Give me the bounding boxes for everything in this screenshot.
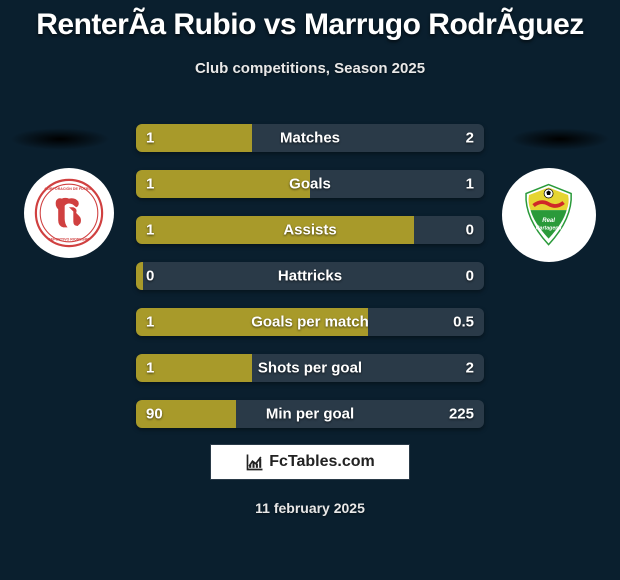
stat-label: Goals per match bbox=[136, 314, 484, 331]
stat-value-right: 1 bbox=[466, 176, 474, 193]
shadow-right bbox=[510, 128, 610, 150]
stat-value-left: 1 bbox=[146, 222, 154, 239]
stat-value-right: 0 bbox=[466, 222, 474, 239]
svg-text:CORPORACIÓN DE FÚTBOL: CORPORACIÓN DE FÚTBOL bbox=[45, 186, 95, 191]
stat-value-left: 90 bbox=[146, 406, 163, 423]
stat-value-right: 2 bbox=[466, 360, 474, 377]
stat-label: Hattricks bbox=[136, 268, 484, 285]
date-text: 11 february 2025 bbox=[0, 500, 620, 516]
brand-text: FcTables.com bbox=[269, 453, 375, 471]
stat-value-right: 2 bbox=[466, 130, 474, 147]
chart-icon bbox=[245, 452, 265, 472]
stat-value-left: 1 bbox=[146, 176, 154, 193]
page-title: RenterÃ­a Rubio vs Marrugo RodrÃ­guez bbox=[0, 0, 620, 42]
stat-value-left: 0 bbox=[146, 268, 154, 285]
stat-label: Min per goal bbox=[136, 406, 484, 423]
stat-value-left: 1 bbox=[146, 360, 154, 377]
brand-box: FcTables.com bbox=[210, 444, 410, 480]
stat-value-right: 0 bbox=[466, 268, 474, 285]
svg-text:Real: Real bbox=[543, 219, 556, 225]
stat-row: Matches1 2 bbox=[136, 124, 484, 152]
team-badge-left: CORPORACIÓN DE FÚTBOL DEPORTIVO RIONEGRO bbox=[24, 168, 114, 258]
stat-row: Goals per match1 0.5 bbox=[136, 308, 484, 336]
stat-label: Goals bbox=[136, 176, 484, 193]
stat-label: Assists bbox=[136, 222, 484, 239]
stat-label: Shots per goal bbox=[136, 360, 484, 377]
stats-bars: Matches12Goals11Assists10Hattricks00Goal… bbox=[136, 124, 484, 446]
stat-row: Hattricks0 0 bbox=[136, 262, 484, 290]
svg-text:Cartagena: Cartagena bbox=[536, 226, 562, 232]
stat-value-left: 1 bbox=[146, 314, 154, 331]
lion-crest-icon: CORPORACIÓN DE FÚTBOL DEPORTIVO RIONEGRO bbox=[33, 177, 105, 249]
shadow-left bbox=[10, 128, 110, 150]
subtitle: Club competitions, Season 2025 bbox=[0, 60, 620, 77]
shield-crest-icon: Real Cartagena bbox=[511, 177, 586, 252]
stat-row: Assists1 0 bbox=[136, 216, 484, 244]
stat-value-right: 0.5 bbox=[453, 314, 474, 331]
svg-text:DEPORTIVO RIONEGRO: DEPORTIVO RIONEGRO bbox=[48, 237, 90, 241]
stat-row: Min per goal90 225 bbox=[136, 400, 484, 428]
stat-value-left: 1 bbox=[146, 130, 154, 147]
team-badge-right: Real Cartagena bbox=[502, 168, 596, 262]
stat-value-right: 225 bbox=[449, 406, 474, 423]
stat-label: Matches bbox=[136, 130, 484, 147]
stat-row: Goals1 1 bbox=[136, 170, 484, 198]
stat-row: Shots per goal1 2 bbox=[136, 354, 484, 382]
